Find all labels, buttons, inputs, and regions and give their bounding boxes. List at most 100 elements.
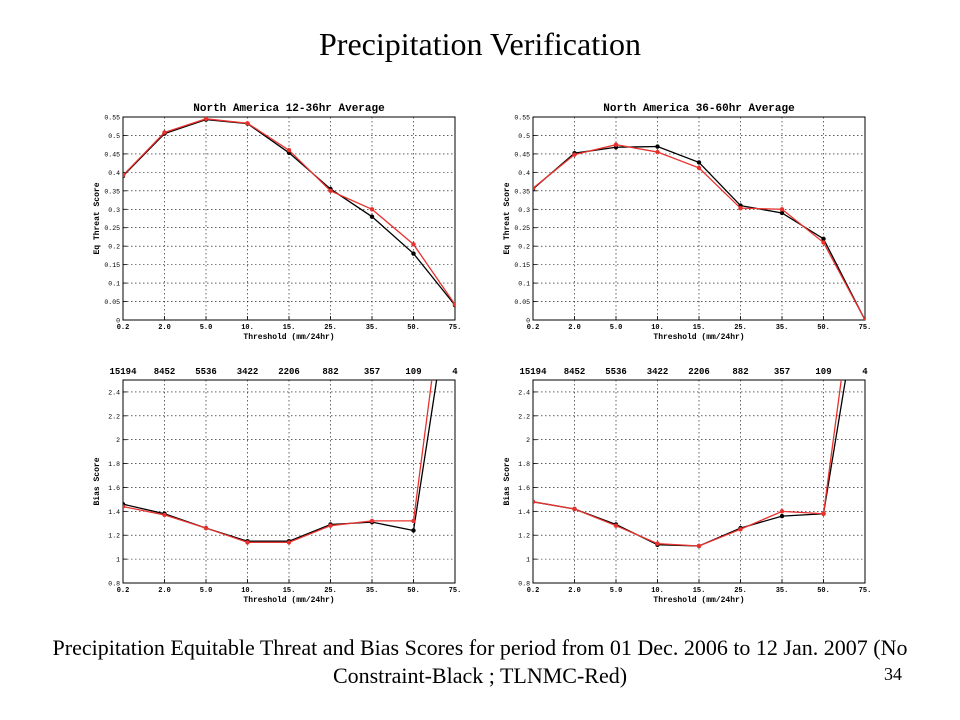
series-red-point [533,499,536,504]
y-tick-label: 0.5 [108,133,120,140]
series-group [123,117,455,308]
count-label: 8452 [154,367,176,377]
series-red-point [613,523,619,528]
count-label: 3422 [237,367,259,377]
x-axis-label: Threshold (mm/24hr) [243,596,334,605]
count-label: 4 [452,367,458,377]
x-tick-label: 0.2 [527,587,540,595]
series-red-point [779,509,785,514]
x-tick-label: 75. [449,324,462,332]
x-tick-label: 2.0 [158,587,171,595]
count-label: 882 [732,367,748,377]
x-tick-label: 75. [859,587,872,595]
chart-ets-12-36: North America 12-36hr Average 0 0.05 0.1 0.1… [85,95,465,345]
x-tick-label: 0.2 [117,587,130,595]
y-tick-label: 0.25 [514,225,530,232]
chart-bias-36-60: 15194 8452 5536 3422 2206 882 357 109 4 0.8 1 1.2 1.… [495,358,875,608]
series-black-point [369,214,375,219]
series-black-point [655,144,660,149]
figure-caption: Precipitation Equitable Threat and Bias … [52,635,908,688]
y-tick-label: 1.6 [108,485,120,492]
series-red-point [245,540,250,545]
y-axis-label: Eq Threat Score [503,182,512,254]
y-tick-label: 0 [116,318,120,325]
y-tick-label: 0.45 [104,151,120,158]
y-tick-label: 1.6 [518,485,530,492]
chart-bias-12-36-svg: 15194 8452 5536 3422 2206 882 357 109 4 0.8 1 1.2 1.… [93,367,462,605]
y-tick-label: 0.2 [108,244,120,251]
x-tick-label: 10. [241,324,254,332]
y-tick-label: 0.25 [104,225,120,232]
y-tick-label: 0.05 [514,299,530,306]
count-label: 2206 [688,367,710,377]
y-tick-label: 1.2 [108,533,120,540]
count-label: 5536 [605,367,627,377]
series-red-point [452,302,455,307]
y-axis-label: Eq Threat Score [93,182,102,254]
y-tick-label: 0.15 [104,262,120,269]
series-black-point [779,513,785,519]
x-tick-label: 15. [283,324,296,332]
count-label: 109 [405,367,421,377]
series-red-point [162,512,167,518]
x-tick-label: 75. [859,324,872,332]
y-tick-label: 0.35 [514,188,530,195]
series-red-point [572,506,577,512]
x-tick-label: 15. [693,587,706,595]
series-red-point [572,152,577,157]
count-label: 4 [862,367,868,377]
x-tick-label: 25. [324,587,337,595]
chart-ets-36-60-svg: North America 36-60hr Average 0 0.05 0.1 0.1… [503,103,872,342]
x-tick-label: 25. [734,587,747,595]
series-black-point [821,236,826,241]
series-red-point [696,543,702,549]
series-red-point [328,188,333,194]
series-red-point [123,504,126,509]
series-group [123,380,438,545]
series-red-point [655,149,660,155]
series-black-point [779,210,785,216]
series-red-line [123,118,455,305]
slide-title: Precipitation Verification [319,26,641,62]
y-tick-label: 1.4 [108,509,120,516]
count-label: 357 [364,367,380,377]
y-tick-label: 0.2 [518,244,530,251]
y-tick-label: 2 [116,437,120,444]
y-tick-label: 1.8 [518,461,530,468]
y-tick-label: 0.1 [518,281,530,288]
series-red-point [655,541,660,546]
y-tick-label: 2.4 [108,389,120,396]
y-tick-label: 1 [116,557,120,564]
count-label: 15194 [519,367,547,377]
x-tick-label: 5.0 [200,324,213,332]
y-tick-label: 0.45 [514,151,530,158]
y-tick-label: 0.3 [518,207,530,214]
x-tick-label: 25. [734,324,747,332]
y-tick-label: 0.8 [108,581,120,588]
x-tick-label: 10. [651,587,664,595]
series-red-point [821,511,826,516]
x-tick-label: 10. [651,324,664,332]
x-tick-label: 5.0 [610,587,623,595]
x-tick-label: 75. [449,587,462,595]
y-tick-label: 0.5 [518,133,530,140]
y-tick-label: 1.4 [518,509,530,516]
y-tick-label: 0.15 [514,262,530,269]
series-red-point [411,518,416,524]
count-label: 357 [774,367,790,377]
series-red-point [203,117,209,122]
x-tick-label: 25. [324,324,337,332]
y-tick-label: 0.05 [104,299,120,306]
y-tick-label: 2.4 [518,389,530,396]
x-tick-label: 50. [817,587,830,595]
series-red-point [613,142,619,147]
series-group [533,142,865,320]
series-red-point [286,148,292,153]
series-red-point [862,317,865,320]
chart-bias-36-60-svg: 15194 8452 5536 3422 2206 882 357 109 4 0.8 1 1.2 1.… [503,367,872,605]
series-red-point [779,207,785,212]
series-red-point [286,540,292,545]
x-tick-label: 2.0 [568,587,581,595]
series-red-point [369,518,375,524]
x-tick-label: 50. [817,324,830,332]
